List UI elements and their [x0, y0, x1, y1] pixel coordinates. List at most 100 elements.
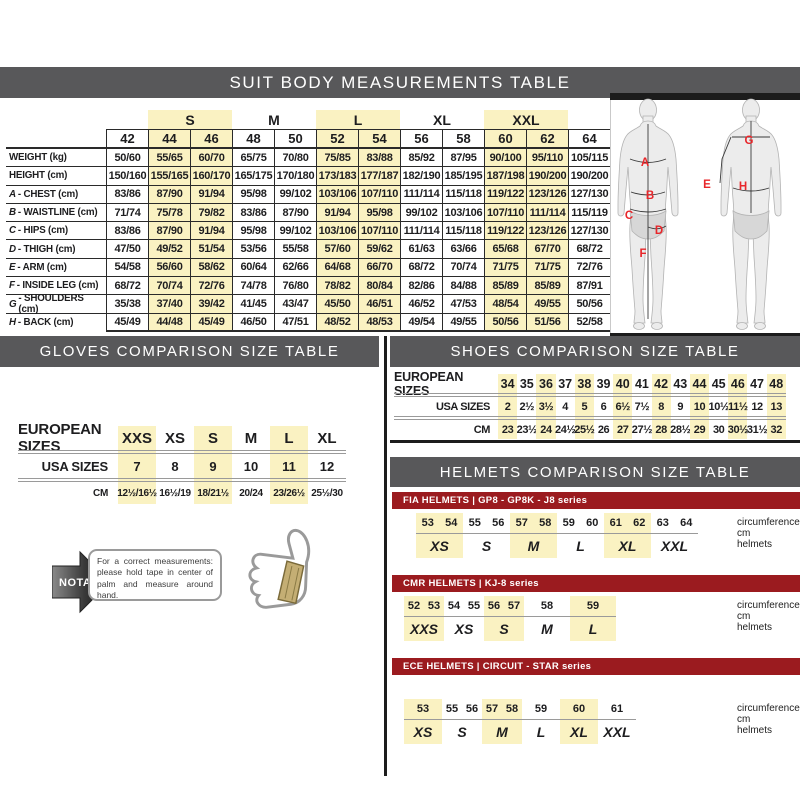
suit-table-header-bar: SUIT BODY MEASUREMENTS TABLE: [0, 67, 800, 98]
separator-line: [728, 393, 748, 397]
suit-value-cell: 190/200: [526, 167, 568, 186]
suit-row-label: G- SHOULDERS (cm): [6, 293, 106, 315]
circumference-values: 54 55: [444, 596, 484, 617]
circumference-value: 54: [445, 517, 458, 529]
suit-value-cell: 87/90: [148, 222, 190, 241]
shoes-table-row-label: USA SIZES: [435, 400, 490, 413]
suit-value-cell: 50/60: [106, 149, 148, 168]
suit-size-header: 60: [484, 129, 526, 149]
shoes-table-value-cell: 8: [651, 397, 671, 416]
suit-size-header: 64: [568, 129, 610, 149]
suit-value-cell: 190/200: [568, 167, 610, 186]
thumbs-up-tape-icon: [248, 528, 311, 609]
helmet-size-group: 59 L: [522, 699, 560, 744]
separator-line: [118, 478, 156, 482]
shoes-table-value-cell: 43: [673, 376, 688, 391]
suit-value-cell: 99/102: [400, 203, 442, 223]
shoes-table-value-cell: 48: [766, 374, 786, 393]
suit-size-group: [106, 110, 148, 129]
separator-line: [536, 393, 556, 397]
helmet-size-label: M: [496, 724, 508, 740]
circumference-value: 55: [445, 703, 459, 715]
shoes-table-value-cell: 37: [558, 376, 573, 391]
suit-value-cell: 58/62: [190, 258, 232, 278]
circumference-value: 58: [505, 703, 519, 715]
circumference-value: 61: [609, 517, 622, 529]
shoes-table-value-cell: 3½: [536, 397, 556, 416]
suit-value-cell: 115/118: [442, 185, 484, 204]
shoes-table-value-cell: 28½: [670, 423, 691, 436]
separator-line: [156, 478, 194, 482]
suit-value-cell: 61/63: [400, 240, 442, 259]
helmet-size-group: 59 60 L: [557, 513, 604, 558]
suit-size-header: 42: [106, 129, 148, 149]
suit-value-cell: 72/76: [190, 277, 232, 296]
circumference-values: 59: [570, 596, 616, 617]
circumference-value: 57: [515, 517, 528, 529]
suit-value-cell: 65/68: [484, 240, 526, 259]
suit-size-header: 50: [274, 129, 316, 149]
circumference-values: 63 64: [651, 513, 698, 534]
circumference-value: 61: [610, 703, 624, 715]
measure-letter-thigh: D: [654, 225, 664, 237]
gloves-table-header-bar: GLOVES COMPARISON SIZE TABLE: [0, 336, 379, 367]
nota-label: NOTA: [59, 577, 92, 589]
circumference-values: 58: [524, 596, 570, 617]
cmr-helmets-series-bar: CMR HELMETS | KJ-8 series: [392, 575, 800, 592]
gloves-table-value-cell: 18/21½: [194, 482, 232, 504]
suit-value-cell: 87/90: [274, 203, 316, 223]
suit-value-cell: 51/56: [526, 313, 568, 332]
separator-line: [232, 450, 270, 454]
gloves-table-value-cell: XXS: [118, 426, 156, 450]
circumference-value: 63: [656, 517, 669, 529]
suit-size-group: S: [148, 110, 232, 129]
shoes-table-value-cell: 6: [600, 400, 607, 413]
suit-size-group: [568, 110, 610, 129]
suit-value-cell: 99/102: [274, 222, 316, 241]
suit-value-cell: 49/55: [442, 313, 484, 332]
helmet-size-label: XXL: [660, 538, 689, 554]
measure-letter-waistline: B: [645, 190, 655, 202]
suit-value-cell: 99/102: [274, 185, 316, 204]
circumference-value: 58: [540, 600, 554, 612]
separator-line: [270, 450, 308, 454]
suit-size-header: 46: [190, 129, 232, 149]
gloves-table-value-cell: 20/24: [239, 487, 263, 499]
ece-helmets-series-bar: ECE HELMETS | CIRCUIT - STAR series: [392, 658, 800, 675]
suit-size-group: XXL: [484, 110, 568, 129]
shoes-table-value-cell: 5: [574, 397, 594, 416]
suit-value-cell: 46/51: [358, 295, 400, 314]
shoes-table-value-cell: 35: [519, 376, 534, 391]
suit-value-cell: 46/50: [232, 313, 274, 332]
suit-size-header: 62: [526, 129, 568, 149]
suit-table-title: SUIT BODY MEASUREMENTS TABLE: [229, 72, 571, 92]
measure-letter-arm: E: [703, 179, 711, 191]
separator-line: [574, 416, 594, 420]
measurement-note: NOTA For a correct measurements: please …: [52, 546, 252, 616]
separator-line: [498, 393, 518, 397]
separator-line: [536, 416, 556, 420]
suit-value-cell: 80/84: [358, 277, 400, 296]
suit-value-cell: 103/106: [316, 185, 358, 204]
circumference-value: 53: [427, 600, 441, 612]
suit-value-cell: 91/94: [316, 203, 358, 223]
separator-line: [670, 393, 690, 397]
suit-value-cell: 74/78: [232, 277, 274, 296]
helmet-size-label: S: [457, 724, 467, 740]
suit-value-cell: 103/106: [316, 222, 358, 241]
circumference-values: 56 57: [484, 596, 524, 617]
suit-value-cell: 66/70: [358, 258, 400, 278]
suit-value-cell: 75/78: [148, 203, 190, 223]
suit-value-cell: 105/115: [568, 149, 610, 168]
shoes-table-value-cell: 47: [750, 376, 764, 391]
suit-row-label: H- BACK (cm): [9, 317, 74, 329]
suit-row-label: B- WAISTLINE (cm): [6, 204, 106, 223]
shoes-table-value-cell: 13: [766, 397, 786, 416]
circumference-values: 53 54: [416, 513, 463, 534]
helmet-size-group: 60 XL: [560, 699, 598, 744]
suit-value-cell: 165/175: [232, 167, 274, 186]
circumference-value: 62: [633, 517, 646, 529]
suit-value-cell: 45/49: [106, 313, 148, 332]
suit-size-group: XL: [433, 111, 451, 128]
